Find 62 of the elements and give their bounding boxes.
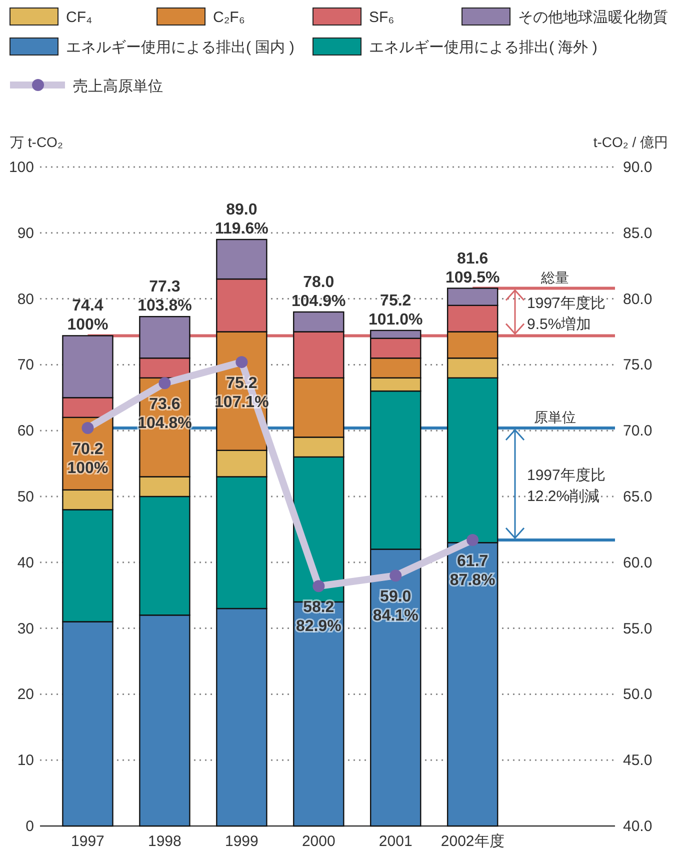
- ref-line-label: 原単位: [534, 408, 576, 425]
- legend-label: エネルギー使用による排出( 国内 ): [66, 39, 294, 56]
- data-label: 73.6: [149, 396, 180, 414]
- x-tick-label: 1998: [148, 833, 182, 848]
- x-tick-label: 1997: [71, 833, 104, 848]
- y2-tick-label: 40.0: [623, 818, 652, 835]
- legend-label: その他地球温暖化物質: [518, 9, 668, 26]
- annotation: 109.5%: [445, 269, 500, 286]
- data-label: 58.2: [303, 599, 334, 616]
- annotation: 100%: [67, 316, 108, 334]
- y2-tick-label: 50.0: [623, 686, 652, 704]
- annotation: 82.9%: [296, 618, 342, 636]
- annotation: 103.8%: [138, 298, 192, 315]
- ref-line-label: 総量: [540, 269, 569, 286]
- annotation: 101.0%: [368, 311, 423, 328]
- y-tick-label: 60: [17, 422, 34, 440]
- total-label: 75.2: [380, 292, 412, 310]
- legend-label: C₂F₆: [213, 9, 245, 26]
- y2-tick-label: 90.0: [623, 159, 652, 176]
- total-label: 89.0: [226, 201, 258, 218]
- total-label: 81.6: [457, 250, 488, 268]
- y-tick-label: 50: [17, 488, 34, 506]
- data-label: 59.0: [380, 588, 412, 606]
- text: 1997年度比 12.2%削減: [527, 466, 606, 505]
- y2-tick-label: 80.0: [623, 290, 652, 308]
- annotation: 87.8%: [450, 572, 496, 589]
- legend-label: SF₆: [369, 9, 394, 26]
- y-tick-label: 40: [17, 554, 34, 572]
- y2-tick-label: 75.0: [623, 356, 652, 374]
- y-tick-label: 80: [17, 290, 34, 308]
- y-tick-label: 10: [17, 752, 34, 770]
- data-label: 61.7: [457, 552, 488, 570]
- annotation: 84.1%: [372, 608, 418, 625]
- y2-tick-label: 45.0: [623, 752, 652, 770]
- annotation: 100%: [67, 460, 108, 477]
- y-tick-label: 70: [17, 356, 34, 374]
- x-tick-label: 2000: [302, 833, 336, 848]
- y-tick-label: 30: [17, 620, 34, 638]
- x-tick-label: 2001: [378, 833, 412, 848]
- y2-tick-label: 55.0: [623, 620, 652, 638]
- text: 1997年度比 9.5%増加: [527, 294, 606, 333]
- annotation: 119.6%: [214, 220, 268, 238]
- data-label: 70.2: [72, 440, 104, 458]
- total-label: 74.4: [72, 298, 104, 315]
- y2-tick-label: 85.0: [623, 224, 652, 242]
- y2-tick-label: 60.0: [623, 554, 652, 572]
- legend-label: 売上高原単位: [73, 78, 163, 95]
- annotation: 104.9%: [292, 292, 346, 310]
- y-tick-label: 0: [26, 818, 34, 835]
- legend-label: エネルギー使用による排出( 海外 ): [369, 39, 598, 56]
- y-tick-label: 100: [8, 159, 34, 176]
- total-label: 78.0: [303, 274, 334, 291]
- y-tick-label: 20: [17, 686, 34, 704]
- y2-tick-label: 65.0: [623, 488, 652, 506]
- y2-axis-title: t-CO₂ / 億円: [593, 134, 668, 150]
- x-tick-label: 2002年度: [440, 833, 504, 848]
- y-axis-title: 万 t-CO₂: [10, 134, 63, 150]
- y-tick-label: 90: [17, 224, 34, 242]
- y2-tick-label: 70.0: [623, 422, 652, 440]
- x-tick-label: 1999: [224, 833, 258, 848]
- total-label: 77.3: [149, 278, 180, 296]
- legend-label: CF₄: [66, 9, 92, 26]
